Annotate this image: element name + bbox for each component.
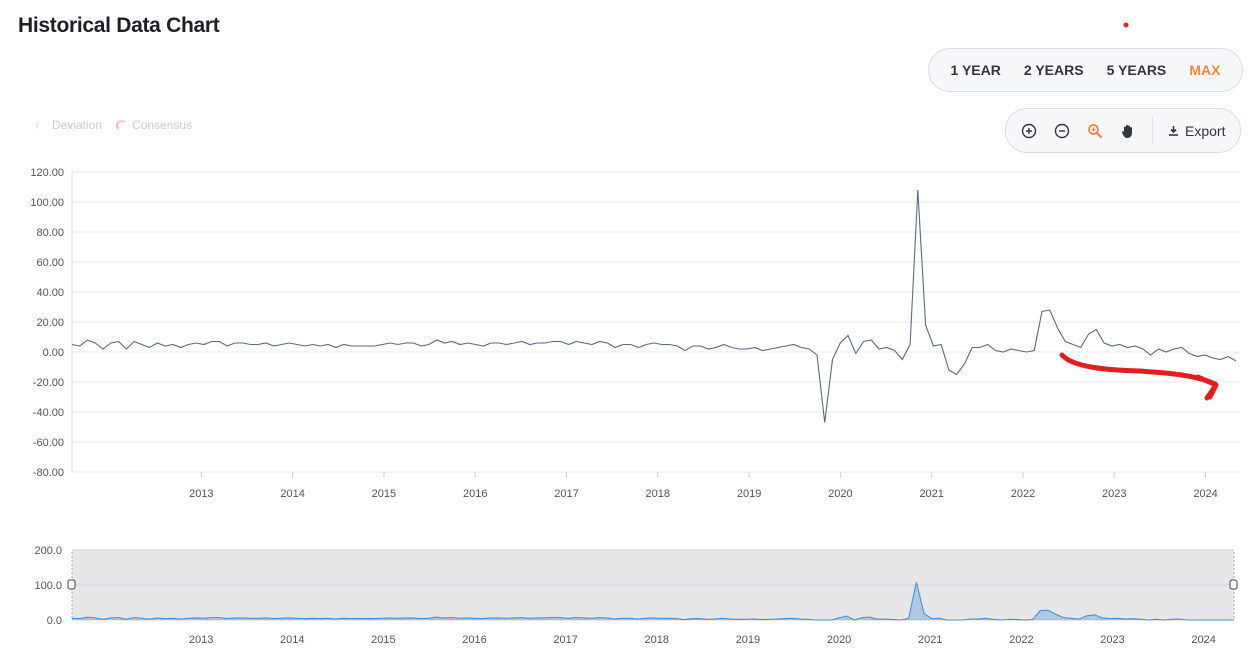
x-tick-label: 2018 <box>646 488 670 500</box>
legend-item-deviation[interactable]: Deviation <box>36 118 102 132</box>
navigator-handle-right[interactable] <box>1229 579 1238 590</box>
toolbar-divider <box>1152 116 1153 145</box>
x-tick-label: 2019 <box>736 634 760 646</box>
annotation-arrow <box>1059 352 1218 387</box>
y-tick-label: 200.0 <box>34 545 62 557</box>
x-tick-label: 2014 <box>280 634 304 646</box>
x-tick-label: 2013 <box>189 488 213 500</box>
x-tick-label: 2017 <box>554 488 578 500</box>
x-tick-label: 2019 <box>737 488 761 500</box>
navigator-line <box>71 582 1234 621</box>
x-tick-label: 2014 <box>280 488 304 500</box>
range-1-year-button[interactable]: 1 YEAR <box>950 62 1001 78</box>
legend-label: Consensus <box>132 118 193 132</box>
y-tick-label: 0.00 <box>43 347 64 359</box>
annotation-dot <box>1123 22 1129 28</box>
x-tick-label: 2023 <box>1102 488 1126 500</box>
export-button[interactable]: Export <box>1168 123 1225 139</box>
y-tick-label: 40.00 <box>36 287 64 299</box>
navigator-x-axis: 2013 2014 2015 2016 2017 2018 2019 2020 2021 2022… <box>189 634 1216 646</box>
x-tick-label: 2020 <box>827 634 851 646</box>
x-tick-label: 2017 <box>553 634 577 646</box>
x-tick-label: 2024 <box>1193 488 1217 500</box>
y-tick-label: 100.00 <box>30 197 64 209</box>
pan-hand-icon[interactable] <box>1119 122 1137 140</box>
x-tick-label: 2023 <box>1100 634 1124 646</box>
chart-toolbar: Export <box>1005 108 1241 153</box>
navigator-y-axis: 200.0 100.0 0.0 <box>34 545 62 627</box>
navigator-window[interactable] <box>71 549 1235 621</box>
loading-spinner-icon <box>36 119 47 131</box>
y-tick-label: 60.00 <box>36 257 64 269</box>
x-tick-label: 2022 <box>1011 488 1035 500</box>
x-tick-label: 2013 <box>189 634 213 646</box>
y-tick-label: 120.00 <box>30 167 64 179</box>
export-label: Export <box>1185 122 1226 139</box>
zoom-in-icon[interactable] <box>1020 122 1038 140</box>
y-tick-label: -80.00 <box>33 467 64 479</box>
legend-item-consensus[interactable]: Consensus <box>116 118 192 132</box>
navigator-area <box>72 582 1234 620</box>
annotation-arrowhead <box>1195 374 1219 401</box>
zoom-out-icon[interactable] <box>1053 122 1071 140</box>
x-tick-label: 2022 <box>1009 634 1033 646</box>
x-tick-label: 2016 <box>462 634 486 646</box>
main-y-axis: 120.00 100.00 80.00 60.00 40.00 20.00 0.00 -20.… <box>30 167 64 479</box>
x-tick-label: 2020 <box>828 488 852 500</box>
range-max-button[interactable]: MAX <box>1189 62 1221 78</box>
page-title: Historical Data Chart <box>18 14 220 37</box>
y-tick-label: -60.00 <box>33 437 64 449</box>
legend-label: Deviation <box>52 118 103 132</box>
x-tick-label: 2015 <box>372 488 396 500</box>
y-tick-label: 100.0 <box>34 580 62 592</box>
y-tick-label: -20.00 <box>33 377 64 389</box>
main-x-axis: 2013 2014 2015 2016 2017 2018 2019 2020 2021 2022… <box>189 472 1218 500</box>
chart-legend: Deviation Consensus <box>36 118 192 132</box>
main-grid <box>71 171 1240 473</box>
magnify-icon[interactable] <box>1086 122 1104 140</box>
y-tick-label: 20.00 <box>36 317 64 329</box>
y-tick-label: 80.00 <box>36 227 64 239</box>
series-line <box>71 189 1237 423</box>
y-tick-label: -40.00 <box>33 407 64 419</box>
range-5-years-button[interactable]: 5 YEARS <box>1106 62 1167 78</box>
loading-spinner-icon <box>116 119 128 131</box>
download-icon <box>1169 126 1178 136</box>
range-2-years-button[interactable]: 2 YEARS <box>1023 62 1084 78</box>
range-selector: 1 YEAR 2 YEARS 5 YEARS MAX <box>928 48 1243 92</box>
navigator-handle-left[interactable] <box>67 579 76 590</box>
x-tick-label: 2015 <box>371 634 395 646</box>
y-tick-label: 0.0 <box>47 615 62 627</box>
x-tick-label: 2016 <box>463 488 487 500</box>
navigator-grid <box>72 549 1234 621</box>
x-tick-label: 2024 <box>1191 634 1215 646</box>
x-tick-label: 2021 <box>918 634 942 646</box>
x-tick-label: 2018 <box>645 634 669 646</box>
x-tick-label: 2021 <box>919 488 943 500</box>
